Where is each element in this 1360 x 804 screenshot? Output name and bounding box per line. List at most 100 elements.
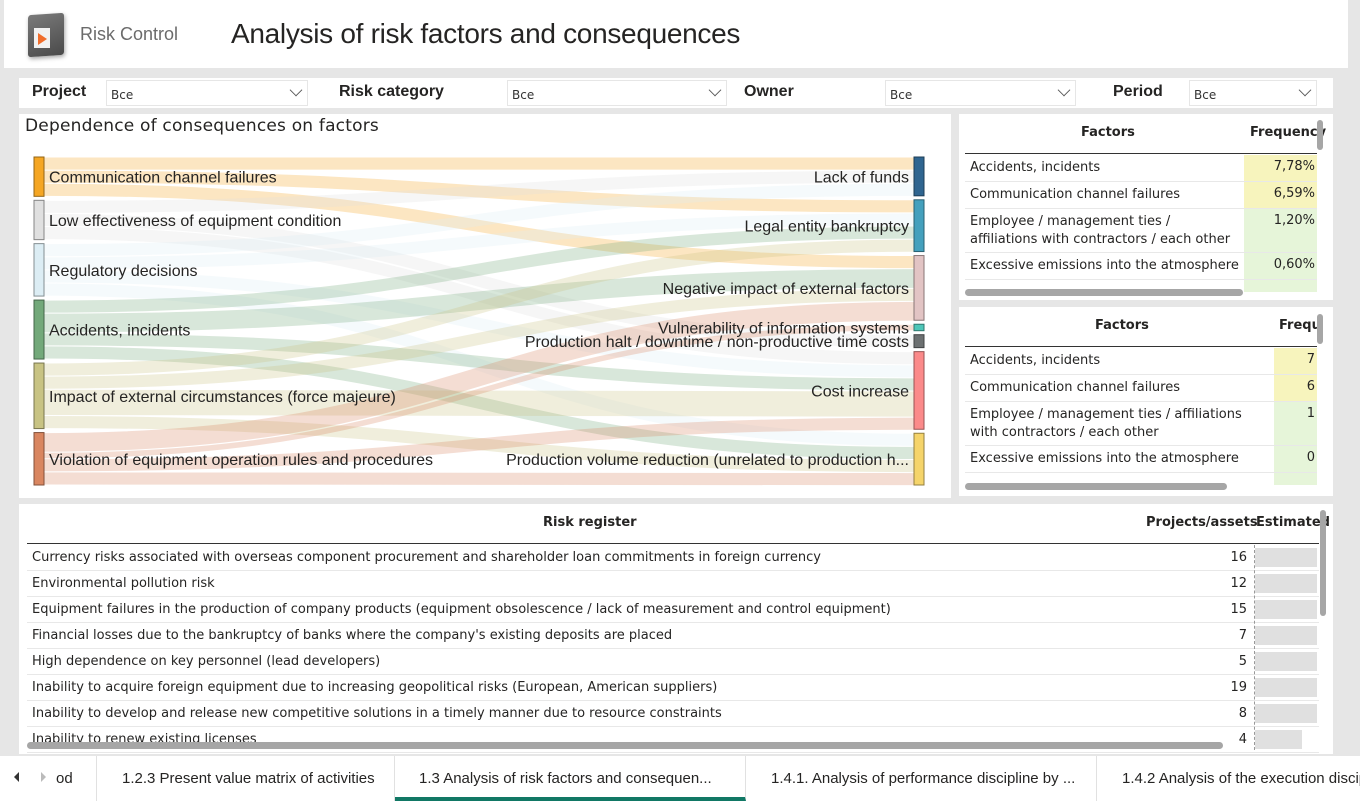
- sankey-link[interactable]: [43, 226, 915, 313]
- factor-name: Communication channel failures: [970, 187, 1181, 202]
- risk-name: Inability to develop and release new com…: [32, 706, 722, 721]
- table-row[interactable]: Employee / management ties / affiliation…: [965, 209, 1317, 253]
- sankey-source-node[interactable]: [33, 362, 45, 430]
- risk-name: Equipment failures in the production of …: [32, 602, 891, 617]
- frequency-value: 0,60%: [1244, 253, 1317, 279]
- filter-label-period: Period: [1113, 83, 1163, 100]
- period-dropdown[interactable]: Все: [1189, 80, 1317, 106]
- next-page-icon[interactable]: [41, 772, 46, 782]
- tab-risk-factors-analysis[interactable]: 1.3 Analysis of risk factors and consequ…: [395, 756, 746, 801]
- sankey-source-node[interactable]: [33, 243, 45, 297]
- projects-assets-count: 4: [1238, 732, 1247, 747]
- header-frequency[interactable]: Frequency: [1250, 125, 1327, 140]
- table-row[interactable]: Accidents, incidents 7,78%: [965, 155, 1317, 182]
- vertical-scrollbar[interactable]: [1317, 120, 1323, 150]
- table-row[interactable]: Currency risks associated with overseas …: [27, 545, 1319, 571]
- sankey-link[interactable]: [43, 270, 915, 378]
- table-row[interactable]: Financial losses due to the bankruptcy o…: [27, 623, 1319, 649]
- table-row[interactable]: Equipment failures in the production of …: [27, 597, 1319, 623]
- sankey-link[interactable]: [43, 415, 915, 473]
- owner-dropdown[interactable]: Все: [885, 80, 1076, 106]
- projects-assets-count: 7: [1238, 628, 1247, 643]
- sankey-target-node[interactable]: [913, 432, 925, 486]
- header-factors[interactable]: Factors: [1081, 125, 1135, 140]
- table-row[interactable]: Communication channel failures 6: [965, 375, 1317, 402]
- sankey-link[interactable]: [43, 288, 915, 389]
- header-risk-register[interactable]: Risk register: [543, 515, 637, 530]
- app-name: Risk Control: [80, 24, 179, 44]
- sankey-link[interactable]: [43, 389, 915, 417]
- table-row[interactable]: Communication channel failures 6,59%: [965, 182, 1317, 209]
- sankey-link[interactable]: [43, 333, 915, 391]
- sankey-link[interactable]: [43, 346, 915, 459]
- table-row[interactable]: Environmental pollution risk 12: [27, 571, 1319, 597]
- sankey-link[interactable]: [43, 213, 915, 270]
- sankey-link[interactable]: [43, 324, 915, 459]
- sankey-link[interactable]: [43, 170, 915, 213]
- sankey-target-node[interactable]: [913, 351, 925, 430]
- estimated-bar: [1255, 730, 1302, 749]
- table-row[interactable]: Excessive emissions into the atmosphere 0: [965, 446, 1317, 473]
- previous-page-icon[interactable]: [14, 772, 19, 782]
- tab-present-value-matrix[interactable]: 1.2.3 Present value matrix of activities: [97, 756, 395, 801]
- frequency-cell-partial: [1244, 280, 1317, 292]
- tab-performance-discipline[interactable]: 1.4.1. Analysis of performance disciplin…: [746, 756, 1097, 801]
- header-projects-assets[interactable]: Projects/assets: [1146, 515, 1258, 530]
- table-header: Risk register Projects/assets Estimated: [27, 504, 1330, 544]
- frequency-value: 0: [1274, 446, 1317, 472]
- risk-category-dropdown[interactable]: Все: [507, 80, 727, 106]
- sankey-target-node[interactable]: [913, 199, 925, 253]
- horizontal-scrollbar[interactable]: [27, 742, 1223, 749]
- table-row[interactable]: Inability to acquire foreign equipment d…: [27, 675, 1319, 701]
- sankey-source-node[interactable]: [33, 156, 45, 197]
- estimated-bar: [1255, 626, 1317, 645]
- chevron-down-icon: [1057, 83, 1071, 97]
- sankey-link[interactable]: [43, 283, 915, 446]
- factor-name: Excessive emissions into the atmosphere: [970, 258, 1239, 273]
- sankey-target-node[interactable]: [913, 156, 925, 197]
- factor-name: Accidents, incidents: [970, 160, 1101, 175]
- tab-execution-discipline[interactable]: 1.4.2 Analysis of the execution discip: [1122, 770, 1360, 787]
- sankey-target-node[interactable]: [913, 255, 925, 321]
- sankey-target-label: Negative impact of external factors: [663, 281, 909, 298]
- sankey-source-node[interactable]: [33, 432, 45, 486]
- sankey-link[interactable]: [43, 183, 915, 269]
- frequency-value: 1,20%: [1244, 209, 1317, 252]
- sankey-source-node[interactable]: [33, 199, 45, 241]
- horizontal-scrollbar[interactable]: [965, 289, 1243, 296]
- sankey-link[interactable]: [43, 183, 915, 257]
- sankey-target-node[interactable]: [913, 323, 925, 332]
- sankey-link[interactable]: [43, 227, 915, 365]
- projects-assets-count: 15: [1230, 602, 1247, 617]
- table-row[interactable]: Inability to develop and release new com…: [27, 701, 1319, 727]
- factor-name: Employee / management ties / affiliation…: [970, 214, 1231, 247]
- table-row[interactable]: Inability to renew existing licenses 4: [27, 727, 1319, 753]
- vertical-scrollbar[interactable]: [1320, 510, 1326, 616]
- owner-dropdown-value: Все: [890, 88, 913, 102]
- period-dropdown-value: Все: [1194, 88, 1217, 102]
- sankey-target-node[interactable]: [913, 334, 925, 349]
- sankey-link[interactable]: [43, 417, 915, 472]
- projects-assets-count: 16: [1230, 550, 1247, 565]
- header-frequency[interactable]: Frequ: [1279, 318, 1321, 333]
- table-row[interactable]: High dependence on key personnel (lead d…: [27, 649, 1319, 675]
- sankey-link[interactable]: [43, 301, 915, 452]
- factor-name: Communication channel failures: [970, 380, 1181, 395]
- header-estimated[interactable]: Estimated: [1256, 515, 1330, 530]
- table-row[interactable]: Accidents, incidents 7: [965, 348, 1317, 375]
- table-row[interactable]: Excessive emissions into the atmosphere 0…: [965, 253, 1317, 280]
- project-dropdown[interactable]: Все: [106, 80, 308, 106]
- estimated-bar: [1255, 548, 1317, 567]
- sankey-link[interactable]: [43, 213, 915, 348]
- sankey-link[interactable]: [43, 472, 915, 486]
- header-factors[interactable]: Factors: [1095, 318, 1149, 333]
- sankey-link[interactable]: [43, 170, 915, 213]
- risk-name: Environmental pollution risk: [32, 576, 215, 591]
- tab-previous[interactable]: od: [52, 756, 97, 801]
- table-row[interactable]: Employee / management ties / affiliation…: [965, 402, 1317, 446]
- sankey-link[interactable]: [43, 269, 915, 333]
- vertical-scrollbar[interactable]: [1317, 314, 1323, 344]
- sankey-source-node[interactable]: [33, 299, 45, 360]
- sankey-link[interactable]: [43, 239, 915, 376]
- horizontal-scrollbar[interactable]: [965, 483, 1227, 490]
